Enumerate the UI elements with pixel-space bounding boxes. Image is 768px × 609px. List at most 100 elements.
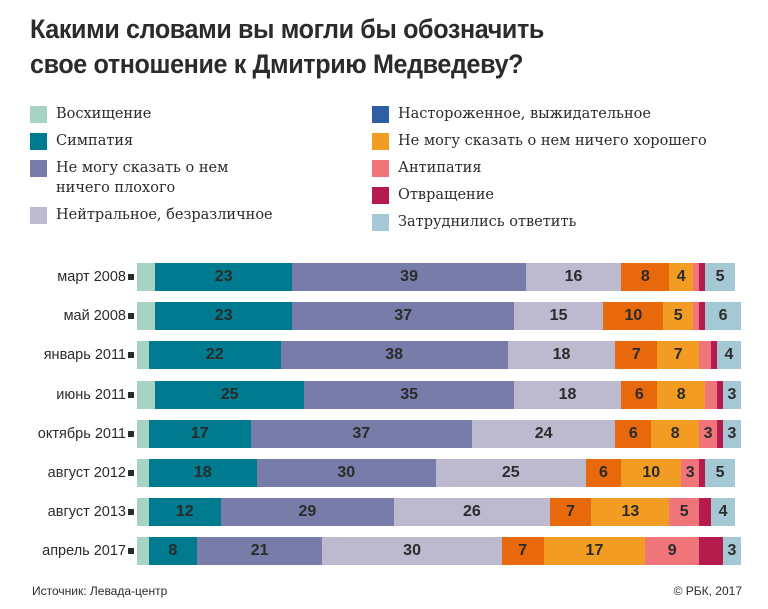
bar-segment: 16 xyxy=(525,263,622,291)
bar-value-label: 10 xyxy=(624,307,643,325)
legend-item-disgust: Отвращение xyxy=(372,185,762,205)
bar-segment: 6 xyxy=(615,419,652,448)
legend-label: Затруднились ответить xyxy=(398,214,577,230)
legend-item-admiration: Восхищение xyxy=(30,104,360,124)
bar-segment: 18 xyxy=(513,380,622,409)
bar-segment: 23 xyxy=(154,302,293,331)
category-tick-marker xyxy=(128,430,134,437)
bar-value-label: 15 xyxy=(549,307,568,325)
bar-value-label: 6 xyxy=(718,307,728,325)
bar-segment: 30 xyxy=(322,537,502,566)
bar-value-label: 3 xyxy=(703,424,713,442)
bar-segment xyxy=(699,341,712,370)
bar-value-label: 7 xyxy=(673,346,683,364)
legend-swatch xyxy=(30,160,47,177)
bar-value-label: 23 xyxy=(214,268,233,285)
bar-value-label: 5 xyxy=(673,307,683,325)
legend-label: Отвращение xyxy=(398,187,494,203)
bar-value-label: 37 xyxy=(352,424,371,442)
category-label: май 2008 xyxy=(63,308,126,325)
legend-label: Не могу сказать о нем ничего хорошего xyxy=(398,133,707,149)
bar-value-label: 3 xyxy=(727,424,737,442)
category-tick-marker xyxy=(128,313,134,320)
copyright-note: © РБК, 2017 xyxy=(673,584,742,598)
bar-segment: 6 xyxy=(621,380,658,409)
category-label: август 2013 xyxy=(47,504,126,521)
bar-segment: 13 xyxy=(591,498,670,527)
bar-segment: 21 xyxy=(196,537,323,566)
legend-label: Симпатия xyxy=(56,133,134,149)
bar-segment: 4 xyxy=(711,498,735,527)
bar-segment: 24 xyxy=(471,419,616,448)
category-label: январь 2011 xyxy=(43,347,126,364)
bar-segment: 3 xyxy=(723,537,741,566)
bar-segment: 8 xyxy=(657,380,706,409)
bar-value-label: 25 xyxy=(501,464,520,481)
bar-value-label: 4 xyxy=(718,503,728,521)
category-tick-marker xyxy=(128,274,134,280)
bar-segment xyxy=(137,341,149,370)
category-label: август 2012 xyxy=(47,465,126,481)
category-label: апрель 2017 xyxy=(42,543,126,560)
bar-segment: 37 xyxy=(292,302,514,331)
bar-segment: 5 xyxy=(705,459,735,487)
legend-item-hard-to-say: Затруднились ответить xyxy=(372,212,762,232)
chart-title-line-1: Какими словами вы могли бы обозначить xyxy=(30,14,544,44)
bar-segment: 37 xyxy=(250,419,472,448)
category-tick-marker xyxy=(128,548,134,555)
bar-segment: 17 xyxy=(148,419,251,448)
bar-value-label: 30 xyxy=(403,542,421,560)
bar-value-label: 10 xyxy=(642,464,661,481)
category-tick-marker xyxy=(128,509,134,516)
bar-segment: 5 xyxy=(705,263,735,291)
legend-item-neutral: Нейтральное, безразличное xyxy=(30,205,360,225)
bar-segment: 38 xyxy=(280,341,508,370)
bar-value-label: 29 xyxy=(298,503,317,521)
bar-value-label: 6 xyxy=(628,424,638,442)
legend-item-nothing-good: Не могу сказать о нем ничего хорошего xyxy=(372,131,762,151)
category-tick-marker xyxy=(128,352,134,359)
bar-segment: 7 xyxy=(657,341,700,370)
category-label: июнь 2011 xyxy=(56,386,126,403)
category-tick-marker xyxy=(128,391,134,398)
bar-segment: 18 xyxy=(507,341,616,370)
bar-value-label: 22 xyxy=(205,346,224,364)
legend-left: Восхищение Симпатия Не могу сказать о не… xyxy=(30,104,360,232)
bar-segment: 15 xyxy=(513,302,604,331)
bar-value-label: 4 xyxy=(676,268,686,285)
bar-value-label: 24 xyxy=(534,424,553,442)
bar-segment: 8 xyxy=(621,263,670,291)
bar-value-label: 18 xyxy=(552,346,571,364)
bar-value-label: 39 xyxy=(400,268,418,285)
bar-value-label: 4 xyxy=(724,346,734,364)
bar-segment: 7 xyxy=(501,537,544,566)
bar-value-label: 37 xyxy=(394,307,412,325)
bar-segment xyxy=(693,302,700,331)
bar-segment xyxy=(717,380,724,409)
bar-segment xyxy=(705,380,718,409)
bar-value-label: 23 xyxy=(214,307,233,325)
bar-segment: 26 xyxy=(394,498,550,527)
legend-swatch xyxy=(30,106,47,123)
bar-value-label: 5 xyxy=(715,268,725,285)
bar-segment: 35 xyxy=(304,380,514,409)
bar-value-label: 21 xyxy=(250,542,269,560)
bar-segment xyxy=(717,419,724,448)
bar-segment xyxy=(137,380,155,409)
bar-segment xyxy=(699,302,706,331)
bar-segment: 39 xyxy=(292,263,526,291)
bar-segment: 5 xyxy=(669,498,700,527)
bar-value-label: 5 xyxy=(715,464,725,481)
bar-value-label: 6 xyxy=(598,464,608,481)
bar-value-label: 12 xyxy=(175,503,194,521)
chart-title-line-2: свое отношение к Дмитрию Медведеву? xyxy=(30,49,524,79)
bar-segment xyxy=(699,498,712,527)
category-label: март 2008 xyxy=(57,269,126,285)
bar-segment xyxy=(699,263,706,291)
bar-value-label: 8 xyxy=(168,542,178,560)
bar-value-label: 16 xyxy=(564,268,583,285)
bar-segment: 7 xyxy=(615,341,658,370)
bar-segment: 18 xyxy=(148,459,257,487)
bar-value-label: 26 xyxy=(462,503,481,521)
